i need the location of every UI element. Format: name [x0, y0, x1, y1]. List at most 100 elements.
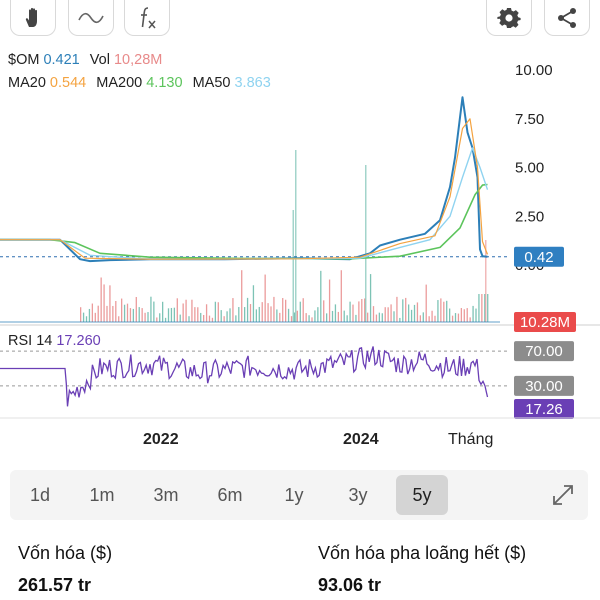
expand-icon[interactable]	[550, 482, 576, 508]
volume-bar	[375, 314, 378, 322]
volume-bar	[457, 313, 460, 322]
price-chart[interactable]: 10.007.505.002.500.00RSI 14 17.2600.4210…	[0, 40, 600, 460]
volume-bar	[150, 296, 152, 322]
volume-bar	[346, 315, 348, 322]
volume-bar	[340, 270, 342, 322]
volume-bar	[425, 284, 427, 322]
volume-bar	[460, 308, 463, 322]
volume-bar	[337, 311, 340, 322]
price-value: 0.421	[43, 52, 80, 68]
volume-label: Vol	[89, 52, 110, 68]
timeframe-5y[interactable]: 5y	[396, 475, 448, 515]
function-icon	[141, 6, 156, 28]
volume-bar	[437, 300, 439, 322]
volume-bar	[440, 298, 442, 322]
volume-bar	[156, 317, 158, 322]
volume-bar	[299, 301, 301, 322]
volume-bar	[94, 312, 96, 322]
settings-button[interactable]	[486, 0, 532, 36]
symbol-label: $OM	[8, 52, 40, 68]
volume-bar	[220, 310, 222, 322]
volume-bar	[326, 313, 328, 322]
volume-bar	[244, 307, 246, 322]
volume-bar	[331, 310, 334, 322]
timeframe-1m[interactable]: 1m	[89, 484, 115, 505]
ma50-label: MA50	[192, 75, 231, 91]
rsi-70-badge: 70.00	[514, 341, 574, 362]
volume-bar	[358, 301, 360, 322]
volume-bar	[399, 317, 401, 322]
hand-icon	[25, 7, 37, 27]
volume-bar	[305, 313, 307, 322]
volume-bar	[296, 310, 299, 322]
rsi-value: 17.260	[56, 333, 100, 349]
volume-bar	[205, 304, 208, 322]
volume-bar	[88, 308, 91, 322]
volume-badge-text: 10.28M	[520, 314, 570, 331]
price-badge: 0.42	[514, 246, 564, 267]
timeframe-3m[interactable]: 3m	[153, 484, 179, 505]
volume-bar	[454, 313, 457, 322]
volume-bar	[446, 300, 448, 322]
volume-bar	[469, 317, 471, 322]
rsi-legend: RSI 14 17.260	[8, 333, 101, 349]
volume-bar	[153, 301, 155, 322]
volume-spike	[485, 240, 487, 322]
diluted-cap-value: 93.06 tr	[318, 575, 382, 595]
volume-bar	[223, 316, 225, 322]
timeframe-6m[interactable]: 6m	[217, 484, 243, 505]
volume-bar	[434, 315, 436, 322]
volume-bar	[126, 303, 129, 322]
volume-bar	[396, 296, 398, 322]
volume-bar	[100, 277, 102, 322]
gear-icon	[497, 7, 521, 28]
volume-bar	[413, 304, 416, 322]
series-ma200-line	[0, 183, 488, 260]
volume-bar	[472, 305, 474, 322]
rsi-value-badge: 17.26	[514, 398, 574, 419]
volume-bar	[106, 305, 108, 322]
timeframe-1d[interactable]: 1d	[29, 484, 51, 505]
volume-bar	[323, 300, 325, 322]
timeframe-3y[interactable]: 3y	[348, 484, 368, 505]
volume-bar	[378, 312, 381, 322]
volume-bar	[162, 301, 164, 322]
volume-bar	[80, 307, 82, 322]
volume-bar	[118, 316, 120, 322]
volume-bar	[317, 307, 319, 322]
rsi-30-badge-bg	[514, 375, 574, 396]
volume-bar	[314, 310, 316, 322]
volume-bar	[343, 310, 345, 322]
volume-bar	[109, 285, 111, 322]
rsi-value-badge-bg	[514, 398, 574, 419]
hand-tool-button[interactable]	[10, 0, 56, 36]
volume-bar	[164, 317, 167, 322]
volume-bar	[279, 312, 281, 322]
volume-bar	[481, 294, 483, 322]
share-button[interactable]	[544, 0, 590, 36]
volume-bar	[249, 304, 252, 322]
volume-bar	[194, 307, 196, 322]
price-badge-text: 0.42	[524, 249, 553, 266]
volume-bar	[214, 301, 217, 322]
drawing-tool-button[interactable]	[68, 0, 114, 36]
volume-bar	[402, 299, 404, 322]
market-cap-value: 261.57 tr	[18, 575, 92, 595]
volume-bar	[203, 314, 205, 322]
volume-bar	[285, 299, 287, 322]
rsi-70-badge-bg	[514, 341, 574, 362]
indicators-button[interactable]	[124, 0, 170, 36]
timeframe-1y[interactable]: 1y	[284, 484, 304, 505]
volume-bar	[170, 307, 173, 322]
price-badge-bg	[514, 246, 564, 267]
volume-bar	[138, 307, 140, 322]
volume-bar	[91, 303, 94, 322]
ma20-label: MA20	[8, 75, 46, 91]
volume-bar	[235, 315, 237, 322]
volume-bar	[226, 311, 228, 322]
volume-bar	[246, 297, 249, 322]
x-label-2022: 2022	[143, 431, 179, 448]
market-cap-label: Vốn hóa ($)	[18, 543, 113, 563]
volume-badge-bg	[514, 312, 576, 332]
series-om-line	[0, 96, 488, 263]
